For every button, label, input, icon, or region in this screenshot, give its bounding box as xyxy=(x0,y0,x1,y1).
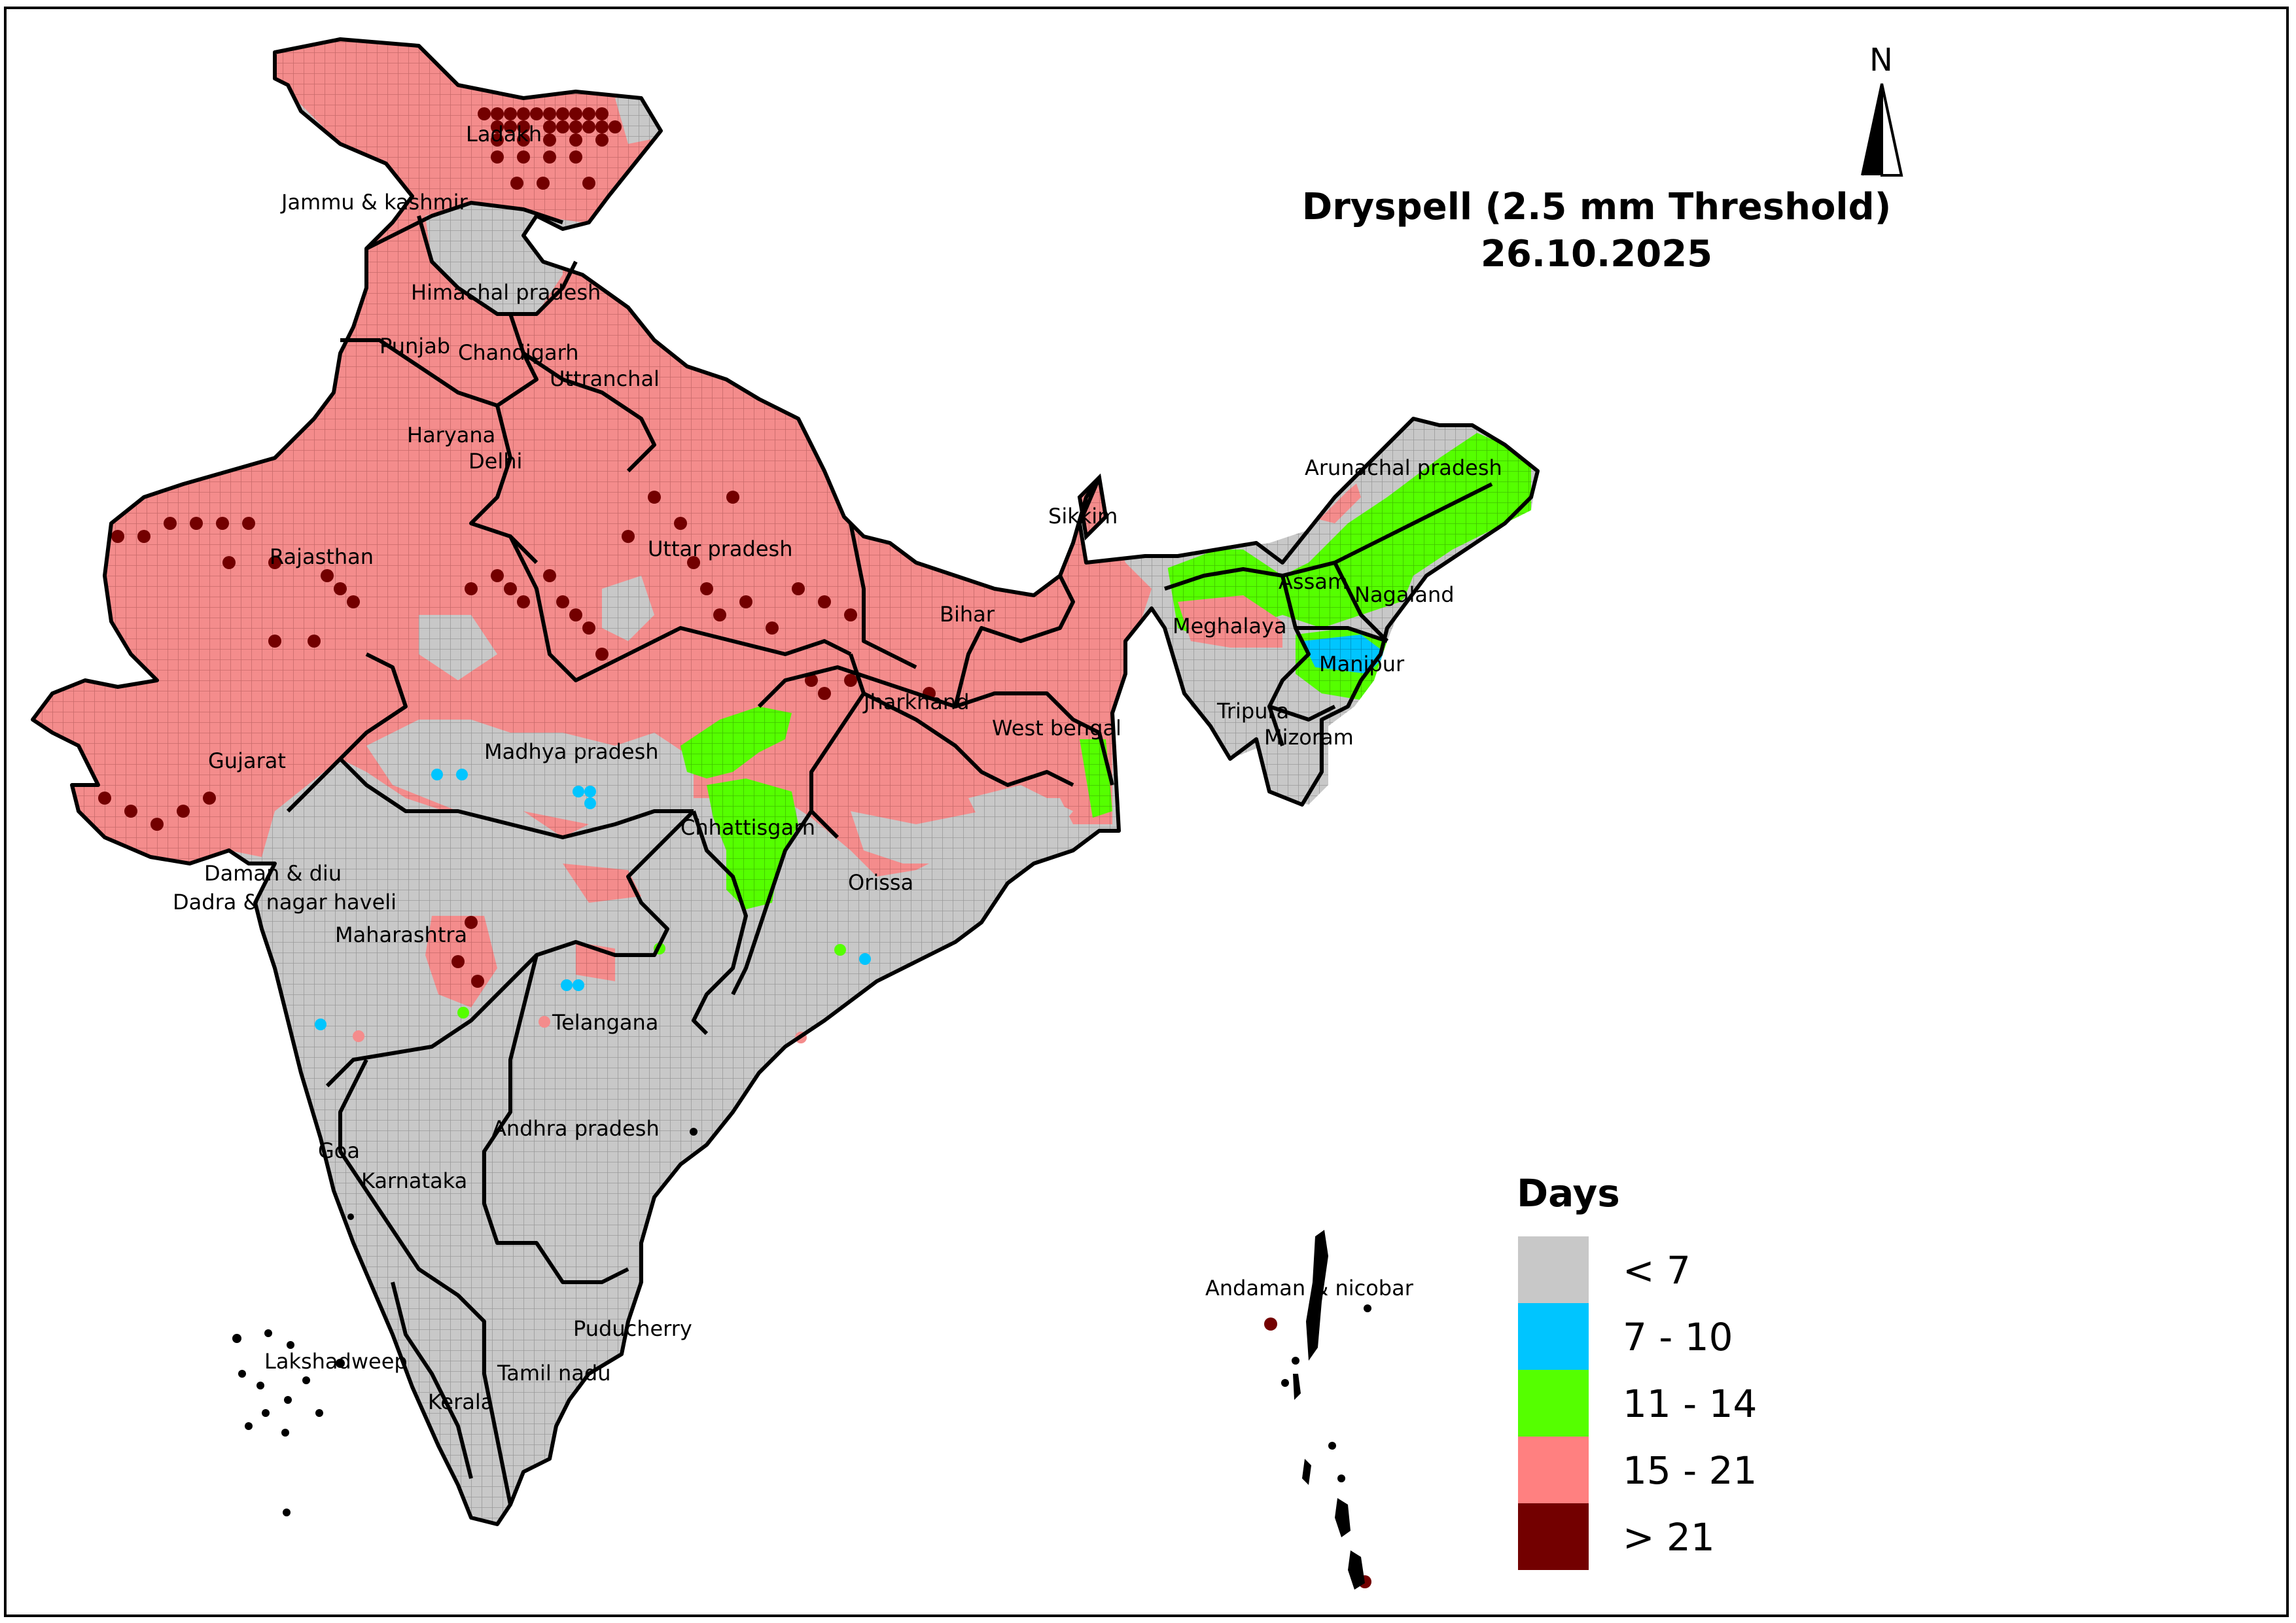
legend-label: < 7 xyxy=(1623,1248,1691,1293)
label-orissa: Orissa xyxy=(848,870,913,895)
legend-item: < 7 xyxy=(1518,1236,1819,1303)
dark-red-dots xyxy=(98,107,1371,1588)
label-mizoram: Mizoram xyxy=(1264,725,1354,750)
label-nagaland: Nagaland xyxy=(1354,582,1455,607)
label-punjab: Punjab xyxy=(380,334,450,358)
label-delhi: Delhi xyxy=(468,449,522,474)
legend-label: > 21 xyxy=(1623,1515,1715,1560)
north-arrow-icon xyxy=(1861,83,1903,177)
label-meghalaya: Meghalaya xyxy=(1173,614,1287,638)
legend-swatch xyxy=(1518,1303,1589,1370)
label-haryana: Haryana xyxy=(407,423,495,447)
label-jammu-kashmir: Jammu & kashmir xyxy=(280,190,468,215)
label-telangana: Telangana xyxy=(552,1010,658,1035)
label-goa: Goa xyxy=(318,1138,360,1163)
label-kerala: Kerala xyxy=(428,1389,493,1414)
legend-title: Days xyxy=(1517,1171,1620,1215)
legend-swatch xyxy=(1518,1437,1589,1503)
region-labels: Ladakh Jammu & kashmir Himachal pradesh … xyxy=(173,122,1502,1414)
label-tripura: Tripura xyxy=(1216,699,1289,724)
label-maharashtra: Maharashtra xyxy=(335,922,467,947)
legend-label: 15 - 21 xyxy=(1623,1448,1757,1493)
legend-swatch xyxy=(1518,1370,1589,1437)
label-uttranchal: Uttranchal xyxy=(550,366,660,391)
label-sikkim: Sikkim xyxy=(1048,504,1118,529)
blue-dots xyxy=(315,769,871,1030)
label-uttar-pradesh: Uttar pradesh xyxy=(648,536,792,561)
legend-item: 7 - 10 xyxy=(1518,1303,1819,1370)
legend-item: 15 - 21 xyxy=(1518,1437,1819,1503)
label-ladakh: Ladakh xyxy=(466,122,542,147)
label-himachal-pradesh: Himachal pradesh xyxy=(411,280,601,305)
label-dadra-nagar-haveli: Dadra & nagar haveli xyxy=(173,890,397,915)
legend-label: 11 - 14 xyxy=(1623,1382,1757,1426)
label-tamil-nadu: Tamil nadu xyxy=(497,1361,610,1386)
label-puducherry: Puducherry xyxy=(573,1316,692,1341)
map-title: Dryspell (2.5 mm Threshold) xyxy=(1301,186,1892,228)
legend-swatch xyxy=(1518,1236,1589,1303)
pink-zone xyxy=(33,39,1152,877)
label-manipur: Manipur xyxy=(1319,652,1405,676)
label-chhattisgarh: Chhattisgarh xyxy=(680,815,815,840)
label-andhra-pradesh: Andhra pradesh xyxy=(492,1116,660,1141)
label-daman-diu: Daman & diu xyxy=(204,861,342,886)
map-date: 26.10.2025 xyxy=(1480,233,1713,275)
map-frame xyxy=(4,7,2289,1617)
label-andaman-nicobar: Andaman & nicobar xyxy=(1205,1276,1414,1300)
label-arunachal-pradesh: Arunachal pradesh xyxy=(1305,455,1502,480)
state-boundaries xyxy=(33,39,1538,1524)
label-jharkhand: Jharkhand xyxy=(862,689,970,714)
label-karnataka: Karnataka xyxy=(361,1168,467,1193)
legend-label: 7 - 10 xyxy=(1623,1315,1733,1359)
label-madhya-pradesh: Madhya pradesh xyxy=(484,739,659,764)
label-assam: Assam xyxy=(1279,569,1348,594)
north-arrow-letter: N xyxy=(1869,42,1893,79)
island-groups xyxy=(232,1128,1371,1590)
legend-swatch xyxy=(1518,1503,1589,1570)
label-gujarat: Gujarat xyxy=(208,748,286,773)
legend-item: 11 - 14 xyxy=(1518,1370,1819,1437)
label-bihar: Bihar xyxy=(940,602,995,627)
label-lakshadweep: Lakshadweep xyxy=(264,1349,408,1374)
label-chandigarh: Chandigarh xyxy=(458,340,579,365)
north-east-region xyxy=(1165,425,1538,805)
legend-item: > 21 xyxy=(1518,1503,1819,1570)
label-rajasthan: Rajasthan xyxy=(270,544,374,569)
label-west-bengal: West bengal xyxy=(992,716,1122,741)
